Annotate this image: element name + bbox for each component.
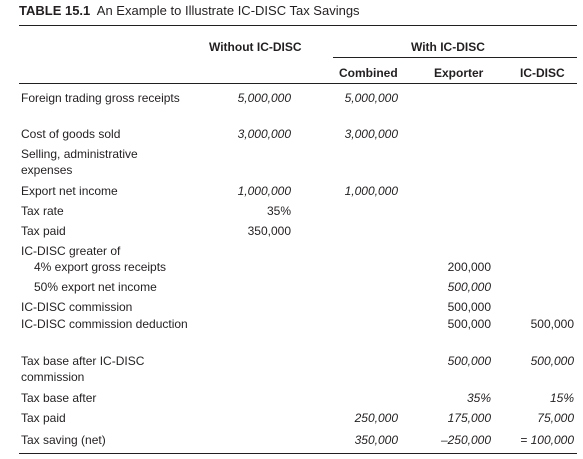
header-with-icdisc: With IC-DISC: [411, 40, 485, 54]
table-title: An Example to Illustrate IC-DISC Tax Sav…: [96, 3, 360, 18]
cell-icdisc: 15%: [549, 391, 574, 405]
table-number: TABLE 15.1: [19, 3, 91, 18]
cell-exporter: 175,000: [447, 411, 491, 425]
cell-exporter: 500,000: [447, 354, 491, 368]
table-caption: TABLE 15.1 An Example to Illustrate IC-D…: [19, 3, 360, 18]
row-label: IC-DISC commission deduction: [21, 317, 188, 331]
cell-combined: 3,000,000: [344, 127, 398, 141]
row-label: Tax paid: [21, 224, 66, 238]
cell-without: 5,000,000: [237, 91, 291, 105]
row-label: Tax base after: [21, 391, 97, 405]
row-label: 50% export net income: [34, 280, 157, 294]
row-label: Tax base after IC-DISC commission: [21, 354, 145, 384]
cell-exporter: 500,000: [447, 280, 491, 294]
header-without-icdisc: Without IC-DISC: [209, 40, 302, 54]
row-label: 4% export gross receipts: [34, 260, 167, 274]
cell-icdisc: 500,000: [530, 354, 574, 368]
row-label: Tax paid: [21, 411, 66, 425]
cell-exporter: 35%: [466, 391, 491, 405]
cell-icdisc: 75,000: [537, 411, 574, 425]
cell-without: 3,000,000: [237, 127, 291, 141]
row-label: Tax saving (net): [21, 433, 106, 447]
cell-icdisc: 500,000: [530, 317, 574, 331]
cell-combined: 5,000,000: [344, 91, 398, 105]
header-bottom-rule: [19, 83, 577, 84]
cell-exporter: 500,000: [447, 300, 491, 314]
cell-combined: 350,000: [354, 433, 398, 447]
cell-combined: 250,000: [354, 411, 398, 425]
row-label: IC-DISC commission: [21, 300, 133, 314]
header-icdisc: IC-DISC: [520, 66, 565, 80]
row-label: Foreign trading gross receipts: [21, 91, 180, 105]
with-icdisc-rule: [333, 57, 577, 58]
cell-without: 350,000: [247, 224, 291, 238]
cell-without: 35%: [266, 204, 291, 218]
header-combined: Combined: [339, 66, 398, 80]
cell-exporter: 500,000: [447, 317, 491, 331]
row-label: Selling, administrative expenses: [21, 147, 138, 177]
row-label: Tax rate: [21, 204, 64, 218]
top-rule: [19, 25, 577, 26]
cell-combined: 1,000,000: [344, 184, 398, 198]
bottom-rule: [19, 453, 577, 454]
header-exporter: Exporter: [434, 66, 484, 80]
cell-exporter: –250,000: [440, 433, 491, 447]
row-label: Export net income: [21, 184, 118, 198]
row-label: IC-DISC greater of: [21, 244, 121, 258]
cell-exporter: 200,000: [447, 260, 491, 274]
cell-icdisc: = 100,000: [520, 433, 574, 447]
row-label: Cost of goods sold: [21, 127, 121, 141]
cell-without: 1,000,000: [237, 184, 291, 198]
